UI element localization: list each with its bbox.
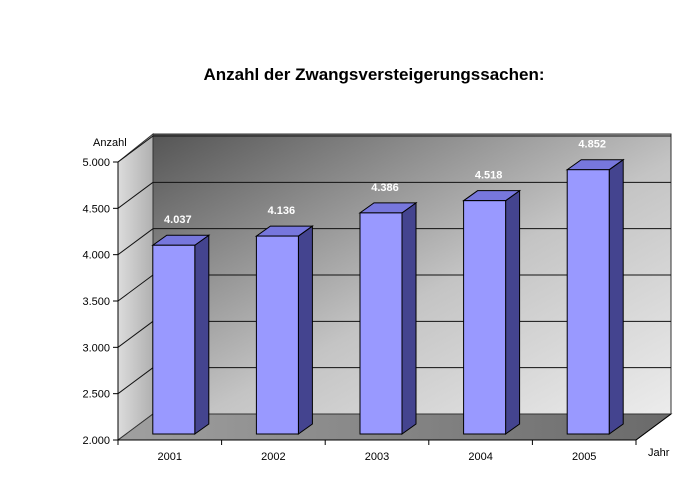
x-tick-label: 2004	[468, 451, 492, 463]
y-tick-label: 5.000	[82, 157, 110, 169]
x-tick-label: 2002	[261, 451, 285, 463]
data-label-2002: 4.136	[268, 205, 296, 217]
x-axis-depth-line	[635, 413, 672, 441]
bar-2001	[151, 234, 211, 435]
y-tick-label: 4.500	[82, 203, 110, 215]
gridline-side-2	[117, 320, 154, 348]
gridline-side-1	[117, 367, 154, 395]
x-tick-label: 2005	[572, 451, 596, 463]
bar-front	[566, 169, 610, 435]
bar-front	[463, 200, 507, 435]
x-axis-ticks: 2001 2002 2003 2004 2005	[117, 440, 637, 463]
side-wall	[117, 132, 154, 441]
bars: 4.037 4.136 4.386 4.518 4.852	[151, 139, 625, 435]
chart-title: Anzahl der Zwangsversteigerungssachen:	[203, 65, 544, 84]
data-label-2004: 4.518	[475, 170, 503, 182]
bar-side	[401, 201, 417, 435]
y-tick-label: 3.000	[82, 342, 110, 354]
x-tick-label: 2001	[158, 451, 182, 463]
y-axis-ticks: 2.000 2.500 3.000 3.500 4.000 4.500 5.000	[82, 157, 118, 447]
y-tick-label: 2.500	[82, 389, 110, 401]
x-axis-label: Jahr	[648, 447, 670, 459]
y-tick-label: 2.000	[82, 435, 110, 447]
bar-side	[505, 189, 521, 435]
y-axis-label: Anzahl	[93, 137, 127, 149]
y-tick-label: 4.000	[82, 250, 110, 262]
bar-front	[152, 244, 196, 435]
data-label-2003: 4.386	[371, 182, 399, 194]
bar-side	[297, 225, 313, 435]
gridline-side-6	[117, 135, 154, 163]
gridline-side-3	[117, 274, 154, 302]
bar-front	[255, 235, 299, 435]
data-label-2005: 4.852	[578, 139, 606, 151]
bar-2003	[358, 201, 418, 435]
x-tick-label: 2003	[365, 451, 389, 463]
bar-2005	[565, 158, 625, 435]
bar-side	[194, 234, 210, 435]
gridline-side-5	[117, 181, 154, 209]
data-label-2001: 4.037	[164, 214, 192, 226]
y-tick-label: 3.500	[82, 296, 110, 308]
bar-2004	[462, 189, 522, 435]
bar-side	[608, 158, 624, 435]
bar-front	[359, 212, 403, 435]
bar-2002	[254, 225, 314, 435]
gridline-side-4	[117, 228, 154, 256]
